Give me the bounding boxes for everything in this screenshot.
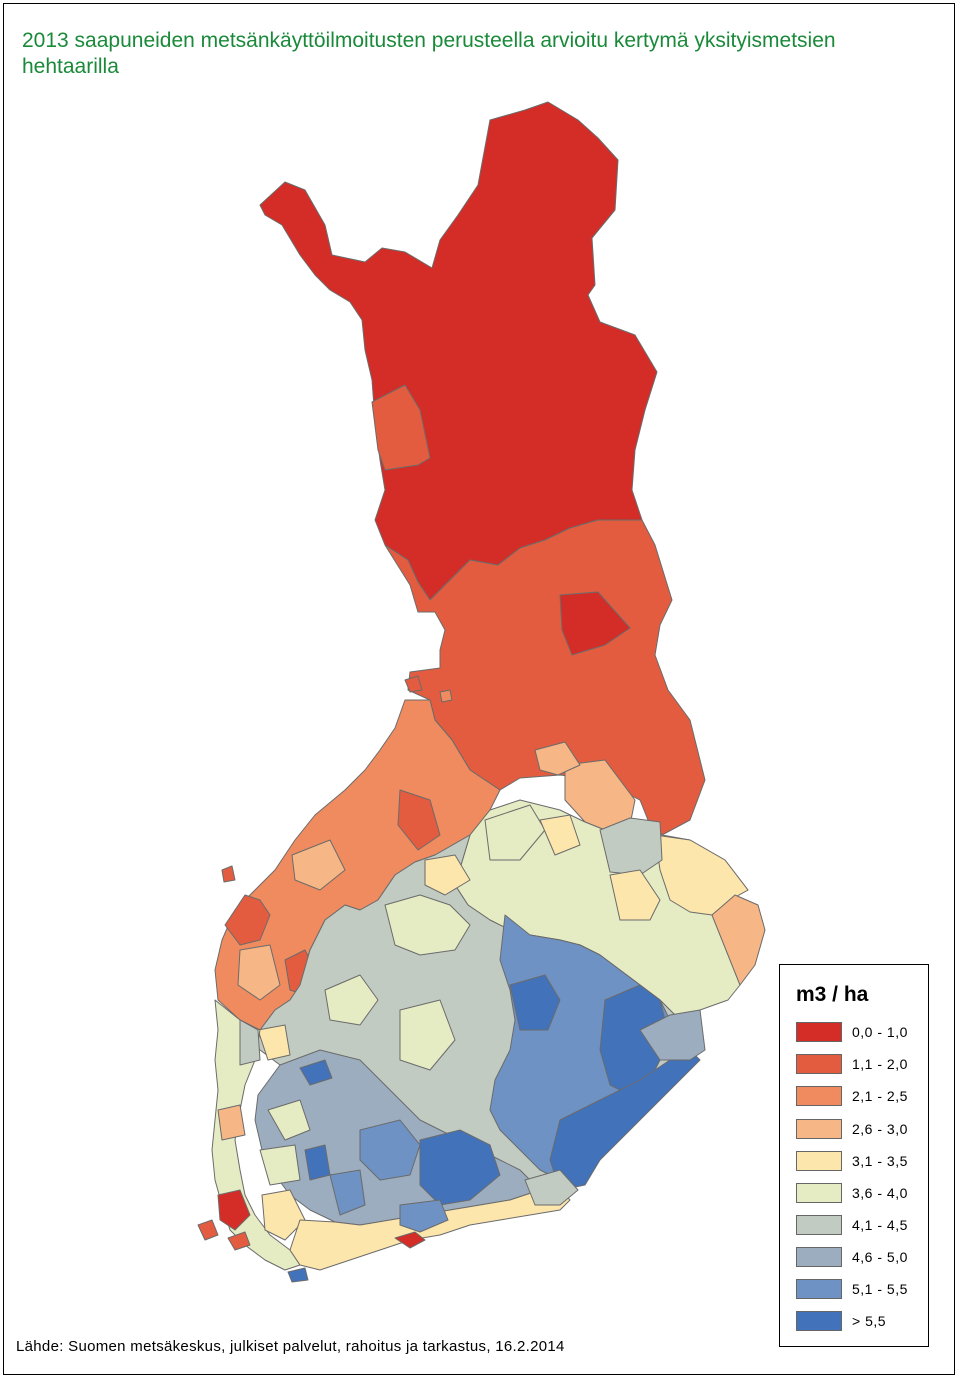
region-kainuu-grey (599, 817, 663, 876)
legend-swatch (796, 1022, 842, 1042)
region-koillismaa (384, 519, 706, 836)
legend-label: 3,6 - 4,0 (852, 1185, 908, 1201)
region-southwest-light (217, 1104, 246, 1141)
legend-title: m3 / ha (796, 983, 869, 1006)
region-archipelago-red3 (227, 1231, 251, 1251)
legend-label: 4,6 - 5,0 (852, 1249, 908, 1265)
legend-swatch (796, 1247, 842, 1267)
region-archipelago-red2 (197, 1219, 219, 1241)
region-yellow3 (257, 1024, 291, 1061)
legend-swatch (796, 1054, 842, 1074)
region-hame-blue2 (419, 1129, 501, 1206)
map-frame (3, 3, 955, 1375)
region-uusimaa-blue (399, 1199, 449, 1233)
legend-item: 4,1 - 4,5 (796, 1215, 926, 1237)
source-note: Lähde: Suomen metsäkeskus, julkiset palv… (16, 1338, 565, 1355)
region-green4 (484, 804, 546, 861)
region-lapland-west (371, 384, 431, 471)
region-green3 (399, 999, 456, 1071)
legend-label: 4,1 - 4,5 (852, 1217, 908, 1233)
legend-swatch (796, 1151, 842, 1171)
legend-swatch (796, 1311, 842, 1331)
region-yellow2 (539, 814, 581, 856)
region-hame-blue3 (329, 1169, 366, 1216)
legend-item: 0,0 - 1,0 (796, 1022, 926, 1044)
legend-label: 2,1 - 2,5 (852, 1088, 908, 1104)
legend-item: 3,1 - 3,5 (796, 1151, 926, 1173)
region-hame-blue4 (304, 1144, 331, 1181)
region-hanko (287, 1267, 309, 1283)
region-hame-blue5 (299, 1059, 333, 1086)
region-yellow1 (424, 854, 471, 896)
region-karelia-north-light (711, 894, 766, 986)
legend-label: 2,6 - 3,0 (852, 1121, 908, 1137)
region-archipelago-red1 (217, 1189, 251, 1231)
legend-item: 1,1 - 2,0 (796, 1054, 926, 1076)
legend-swatch (796, 1215, 842, 1235)
region-west-dark4 (397, 789, 441, 851)
region-hame-green2 (259, 1144, 301, 1186)
legend-label: 1,1 - 2,0 (852, 1056, 908, 1072)
region-southkarelia-grey (639, 1009, 706, 1061)
island-2 (404, 675, 423, 693)
region-dark-patch (559, 591, 631, 656)
map-title: 2013 saapuneiden metsänkäyttöilmoitusten… (22, 29, 836, 78)
legend-swatch (796, 1183, 842, 1203)
region-lapland-north (259, 101, 658, 601)
legend-label: > 5,5 (852, 1313, 887, 1329)
region-hame-green (267, 1099, 311, 1141)
legend-item: 4,6 - 5,0 (796, 1247, 926, 1269)
region-kainuu-yellow2 (609, 869, 661, 921)
legend-item: > 5,5 (796, 1311, 926, 1333)
region-uusimaa-grey (524, 1169, 579, 1206)
legend-swatch (796, 1086, 842, 1106)
region-southwest-grey (239, 1019, 261, 1066)
region-southwest-yellow (261, 1189, 306, 1241)
region-green1 (384, 894, 471, 956)
region-darkblue1 (509, 974, 561, 1031)
legend-label: 0,0 - 1,0 (852, 1024, 908, 1040)
legend-label: 3,1 - 3,5 (852, 1153, 908, 1169)
island-3 (439, 689, 453, 703)
legend-item: 2,6 - 3,0 (796, 1119, 926, 1141)
island-1 (221, 865, 236, 883)
legend-swatch (796, 1279, 842, 1299)
region-helsinki (394, 1231, 426, 1249)
map-legend: m3 / ha 0,0 - 1,0 1,1 - 2,0 2,1 - 2,5 2,… (779, 964, 929, 1347)
region-oulu-light2 (534, 741, 581, 776)
legend-item: 5,1 - 5,5 (796, 1279, 926, 1301)
region-west-light1 (237, 944, 281, 1001)
legend-label: 5,1 - 5,5 (852, 1281, 908, 1297)
legend-swatch (796, 1119, 842, 1139)
region-hame-blue1 (359, 1119, 421, 1181)
region-green2 (324, 974, 379, 1026)
region-west-light2 (291, 839, 346, 891)
legend-item: 3,6 - 4,0 (796, 1183, 926, 1205)
region-west-dark1 (224, 894, 271, 946)
legend-item: 2,1 - 2,5 (796, 1086, 926, 1108)
